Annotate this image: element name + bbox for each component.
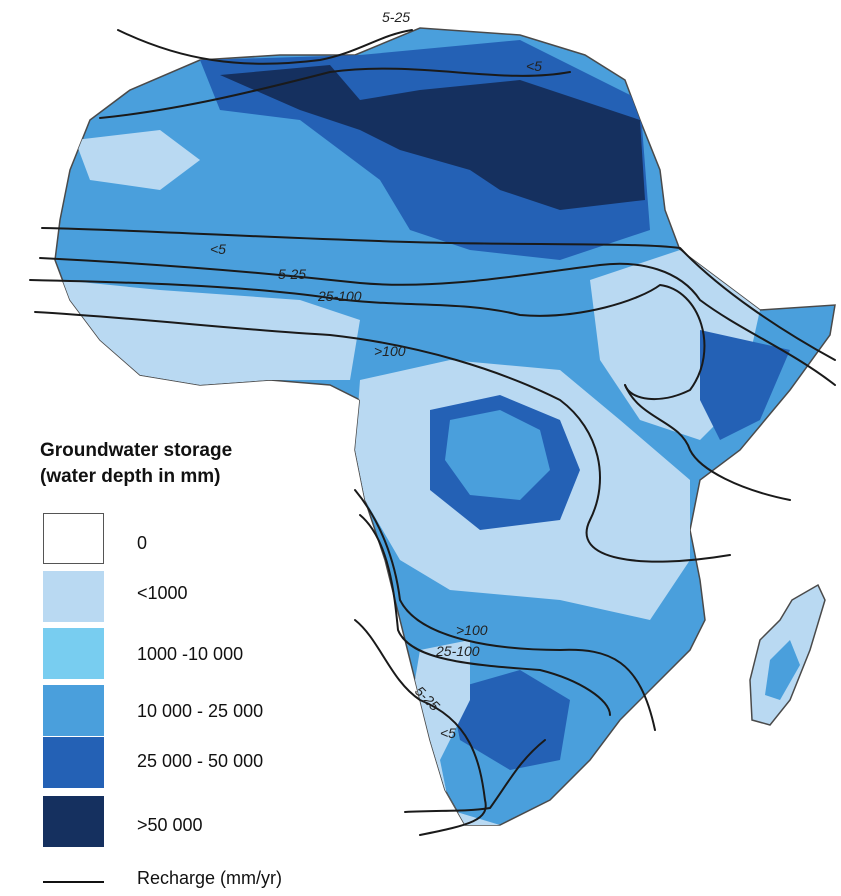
contour-south-gt100 [354, 489, 656, 731]
legend-label-1: <1000 [137, 583, 188, 603]
contour-label-south-25-100: 25-100 [435, 643, 480, 659]
contour-labels: 5-25 <5 <5 5-25 25-100 >100 >100 25-100 … [210, 9, 542, 741]
contour-north-top [117, 29, 413, 65]
sahara-deep-region [220, 65, 645, 210]
contour-label-sahel-25-100: 25-100 [317, 288, 362, 304]
contour-north-inner [99, 67, 571, 119]
legend-recharge-label: Recharge (mm/yr) [137, 868, 283, 888]
east-mid-region [700, 330, 790, 440]
south-light-region [415, 640, 500, 825]
contour-sahel-25-100 [29, 279, 706, 401]
contour-south-25-100 [359, 514, 611, 716]
madagascar [749, 583, 826, 726]
legend-swatch-5 [43, 796, 104, 847]
contour-east-loop [624, 384, 791, 501]
recharge-contours [29, 29, 836, 836]
contour-sahel-5-25 [39, 257, 836, 386]
legend-label-3: 10 000 - 25 000 [137, 701, 264, 721]
northwest-light-region [75, 130, 200, 190]
west-africa-light-region [60, 280, 360, 385]
contour-label-north-top: 5-25 [382, 9, 410, 25]
contour-label-south-gt100: >100 [456, 622, 488, 638]
legend-label-5: >50 000 [137, 815, 203, 835]
contour-label-north-east: <5 [526, 58, 542, 74]
legend-swatch-0 [43, 513, 104, 564]
contour-sahel-gt100 [34, 311, 731, 563]
contour-south-lt5 [404, 739, 546, 813]
legend-label-2: 1000 -10 000 [137, 644, 244, 664]
legend-swatch-1 [43, 571, 104, 622]
legend-title-line1: Groundwater storage [40, 440, 233, 461]
legend-label-0: 0 [137, 533, 148, 553]
legend-title-line2: (water depth in mm) [40, 466, 221, 487]
contour-label-sahel-lt5: <5 [210, 241, 226, 257]
legend-label-4: 25 000 - 50 000 [137, 751, 264, 771]
legend-swatch-3 [43, 685, 104, 736]
africa-landmass [54, 27, 836, 826]
congo-inner-region [445, 410, 550, 500]
contour-south-5-25 [354, 619, 487, 836]
legend-swatch-2 [43, 628, 104, 679]
contour-sahel-lt5 [41, 227, 836, 361]
contour-label-sahel-5-25: 5-25 [278, 266, 306, 282]
legend-title: Groundwater storage (water depth in mm) [40, 438, 232, 490]
contour-label-sahel-gt100: >100 [374, 343, 406, 359]
contour-label-south-lt5: <5 [440, 725, 456, 741]
legend-recharge-line [43, 881, 104, 883]
legend-swatch-4 [43, 737, 104, 788]
